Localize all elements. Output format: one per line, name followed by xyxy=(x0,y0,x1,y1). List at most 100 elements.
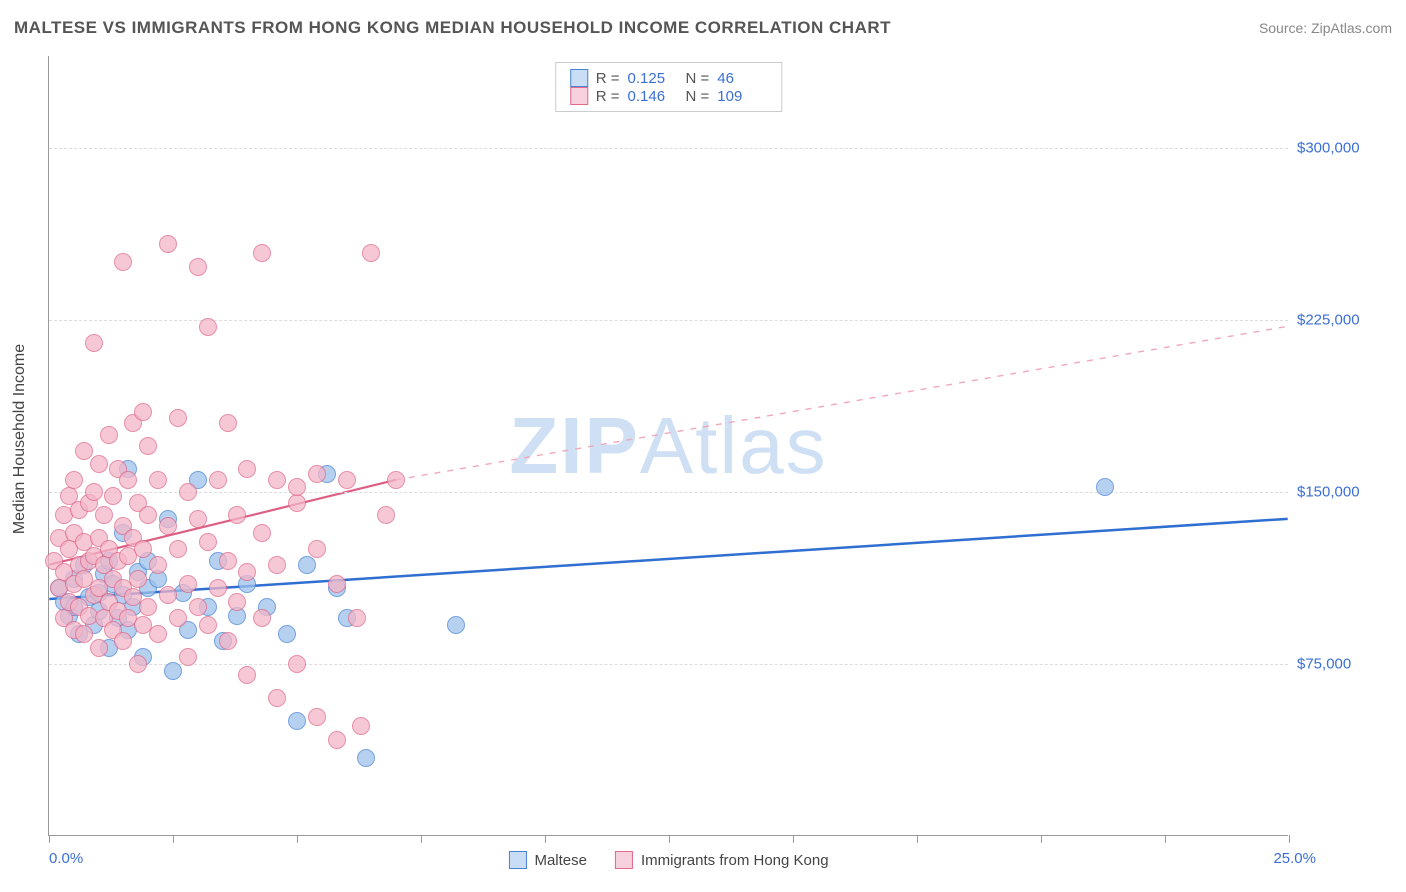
scatter-point-hk xyxy=(189,258,207,276)
scatter-point-hk xyxy=(219,414,237,432)
scatter-point-hk xyxy=(119,471,137,489)
scatter-point-hk xyxy=(179,575,197,593)
swatch-hk xyxy=(570,87,588,105)
scatter-point-hk xyxy=(104,487,122,505)
scatter-point-hk xyxy=(90,639,108,657)
stat-row-hk: R = 0.146 N = 109 xyxy=(570,87,768,105)
legend-hk: Immigrants from Hong Kong xyxy=(615,851,829,869)
legend-maltese: Maltese xyxy=(508,851,587,869)
trend-line xyxy=(396,326,1288,480)
scatter-point-hk xyxy=(268,471,286,489)
scatter-point-hk xyxy=(268,689,286,707)
r-hk: 0.146 xyxy=(628,88,678,105)
scatter-point-hk xyxy=(348,609,366,627)
scatter-point-hk xyxy=(134,540,152,558)
scatter-point-hk xyxy=(238,563,256,581)
xtick xyxy=(669,835,670,843)
r-maltese: 0.125 xyxy=(628,70,678,87)
chart-title: MALTESE VS IMMIGRANTS FROM HONG KONG MED… xyxy=(14,18,891,38)
ytick-label: $300,000 xyxy=(1297,139,1360,156)
source-label: Source: ZipAtlas.com xyxy=(1259,20,1392,36)
scatter-point-maltese xyxy=(447,616,465,634)
scatter-point-hk xyxy=(253,609,271,627)
scatter-point-hk xyxy=(253,244,271,262)
scatter-point-hk xyxy=(139,437,157,455)
scatter-point-hk xyxy=(189,510,207,528)
scatter-point-hk xyxy=(387,471,405,489)
scatter-point-hk xyxy=(114,632,132,650)
scatter-point-maltese xyxy=(1096,478,1114,496)
scatter-point-hk xyxy=(288,478,306,496)
scatter-point-hk xyxy=(238,666,256,684)
legend-swatch-maltese xyxy=(508,851,526,869)
gridline xyxy=(49,320,1288,321)
xtick-label-last: 25.0% xyxy=(1273,850,1316,867)
scatter-point-hk xyxy=(85,483,103,501)
xtick xyxy=(421,835,422,843)
scatter-point-maltese xyxy=(164,662,182,680)
scatter-point-hk xyxy=(219,552,237,570)
scatter-point-maltese xyxy=(278,625,296,643)
scatter-point-hk xyxy=(338,471,356,489)
xtick xyxy=(917,835,918,843)
scatter-point-hk xyxy=(179,483,197,501)
scatter-point-hk xyxy=(328,575,346,593)
n-hk: 109 xyxy=(717,88,767,105)
scatter-point-maltese xyxy=(288,712,306,730)
scatter-point-hk xyxy=(268,556,286,574)
gridline xyxy=(49,148,1288,149)
scatter-point-hk xyxy=(129,570,147,588)
y-axis-label: Median Household Income xyxy=(11,344,29,534)
scatter-point-hk xyxy=(129,655,147,673)
xtick xyxy=(1165,835,1166,843)
scatter-point-hk xyxy=(209,471,227,489)
n-maltese: 46 xyxy=(717,70,767,87)
scatter-point-hk xyxy=(149,556,167,574)
scatter-point-hk xyxy=(219,632,237,650)
scatter-point-hk xyxy=(95,506,113,524)
scatter-point-hk xyxy=(352,717,370,735)
plot-area: ZIPAtlas R = 0.125 N = 46 R = 0.146 N = … xyxy=(48,56,1288,836)
scatter-point-maltese xyxy=(298,556,316,574)
scatter-point-hk xyxy=(362,244,380,262)
ytick-label: $75,000 xyxy=(1297,655,1351,672)
xtick xyxy=(1289,835,1290,843)
ytick-label: $225,000 xyxy=(1297,311,1360,328)
xtick xyxy=(793,835,794,843)
scatter-point-hk xyxy=(308,708,326,726)
xtick xyxy=(545,835,546,843)
scatter-point-hk xyxy=(159,235,177,253)
scatter-point-hk xyxy=(328,731,346,749)
scatter-point-hk xyxy=(169,609,187,627)
xtick xyxy=(173,835,174,843)
stat-box: R = 0.125 N = 46 R = 0.146 N = 109 xyxy=(555,62,783,112)
scatter-point-hk xyxy=(238,460,256,478)
scatter-point-hk xyxy=(75,625,93,643)
scatter-point-hk xyxy=(139,598,157,616)
scatter-point-maltese xyxy=(357,749,375,767)
scatter-point-hk xyxy=(134,403,152,421)
header: MALTESE VS IMMIGRANTS FROM HONG KONG MED… xyxy=(14,18,1392,38)
scatter-point-hk xyxy=(308,465,326,483)
xtick xyxy=(49,835,50,843)
scatter-point-hk xyxy=(85,334,103,352)
scatter-point-hk xyxy=(288,494,306,512)
gridline xyxy=(49,664,1288,665)
xtick xyxy=(297,835,298,843)
scatter-point-hk xyxy=(65,471,83,489)
scatter-point-hk xyxy=(114,253,132,271)
legend-label-maltese: Maltese xyxy=(534,852,587,869)
scatter-point-hk xyxy=(139,506,157,524)
xtick xyxy=(1041,835,1042,843)
scatter-point-hk xyxy=(308,540,326,558)
scatter-point-hk xyxy=(288,655,306,673)
scatter-point-hk xyxy=(199,318,217,336)
xtick-label-first: 0.0% xyxy=(49,850,83,867)
legend: Maltese Immigrants from Hong Kong xyxy=(508,851,828,869)
scatter-point-hk xyxy=(149,471,167,489)
scatter-point-hk xyxy=(228,593,246,611)
scatter-point-hk xyxy=(377,506,395,524)
scatter-point-hk xyxy=(179,648,197,666)
scatter-point-hk xyxy=(209,579,227,597)
scatter-point-hk xyxy=(199,533,217,551)
